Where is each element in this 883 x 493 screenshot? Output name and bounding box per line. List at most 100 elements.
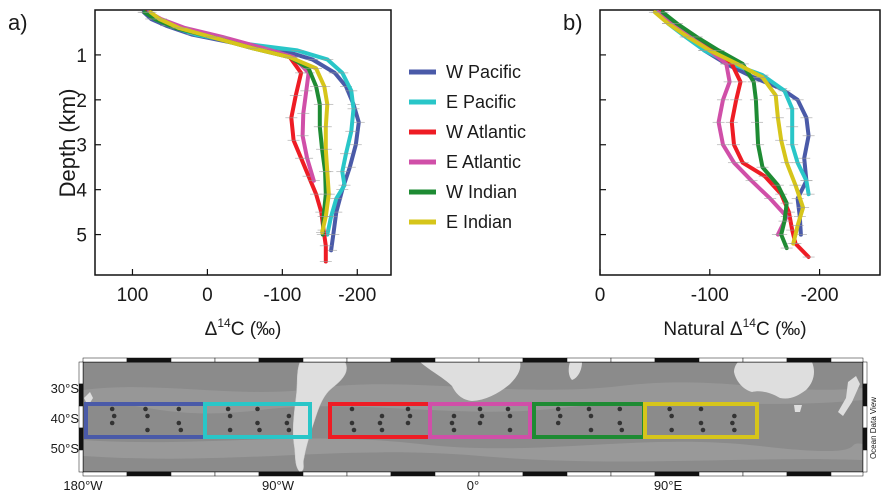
panel-b-xlabel: Natural Δ14C (‰) xyxy=(663,316,806,340)
map-border-top xyxy=(478,357,524,363)
legend-label: E Indian xyxy=(446,212,512,232)
map-lat-label: 40°S xyxy=(51,411,80,426)
map-border-top xyxy=(258,357,304,363)
map-border-bottom xyxy=(126,471,172,477)
station-dot xyxy=(586,406,592,412)
panel-a-xlabel-delta: Δ xyxy=(205,319,218,340)
station-dot xyxy=(617,406,623,412)
map-border-bottom xyxy=(698,471,744,477)
panel-a-axes xyxy=(94,9,392,276)
map-border-right xyxy=(862,361,868,385)
map-border-bottom xyxy=(82,471,128,477)
station-dot xyxy=(505,406,511,412)
panel-a-series xyxy=(137,10,365,264)
map-border-top xyxy=(390,357,436,363)
panel-a-series-e-atlantic xyxy=(147,10,316,183)
map-border-bottom xyxy=(522,471,568,477)
map-border-top xyxy=(698,357,744,363)
panel-a-xlabel-rest: C (‰) xyxy=(231,319,282,340)
station-dot xyxy=(379,427,385,433)
panel-a-xtick-label: 0 xyxy=(202,285,213,306)
map-border-left xyxy=(78,449,84,473)
map-madagascar xyxy=(568,362,582,380)
panel-b-series xyxy=(648,10,815,259)
panel-a-xtick-label: 100 xyxy=(117,285,149,306)
station-dot xyxy=(477,406,483,412)
map: 30°S 40°S 50°S 180°W 90°W 0° 90°E Ocean Data V… xyxy=(51,357,878,493)
panel-b-series-e-atlantic xyxy=(656,10,789,237)
station-dot xyxy=(405,420,411,426)
station-dot xyxy=(619,427,625,433)
station-dot xyxy=(700,427,706,433)
station-dot xyxy=(227,427,233,433)
legend-label: W Atlantic xyxy=(446,122,526,142)
map-border-bottom xyxy=(302,471,348,477)
station-dot xyxy=(143,406,148,412)
station-dot xyxy=(227,413,233,419)
map-border-top xyxy=(522,357,568,363)
station-dot xyxy=(669,413,674,419)
panel-a-ytick-label: 3 xyxy=(76,136,87,157)
map-border-left xyxy=(78,383,84,407)
legend-label: E Atlantic xyxy=(446,152,521,172)
legend: W Pacific E Pacific W Atlantic E Atlantic W … xyxy=(409,62,526,232)
map-lon-label: 90°W xyxy=(262,478,295,493)
map-border-top xyxy=(610,357,656,363)
map-border-bottom xyxy=(170,471,216,477)
station-dot xyxy=(377,420,383,426)
panel-a-xtick-label: -100 xyxy=(263,285,301,306)
map-region-e-pacific xyxy=(203,402,312,439)
station-dot xyxy=(477,420,483,426)
map-border-bottom xyxy=(390,471,436,477)
map-border-top xyxy=(566,357,612,363)
map-border-top xyxy=(654,357,700,363)
panel-b-ticks: 0 -100 -200 xyxy=(595,54,839,306)
legend-label: W Indian xyxy=(446,182,517,202)
map-region-e-atlantic xyxy=(428,402,532,439)
station-dot xyxy=(379,413,385,419)
station-dot xyxy=(176,406,182,412)
map-border-top xyxy=(742,357,788,363)
panel-b-series-e-pacific xyxy=(655,10,811,197)
map-border-top xyxy=(346,357,392,363)
station-dot xyxy=(286,413,292,419)
station-dot xyxy=(286,427,292,433)
map-region-e-indian xyxy=(643,402,759,439)
map-border xyxy=(78,357,868,477)
station-dot xyxy=(257,427,262,433)
station-dot xyxy=(698,406,704,412)
map-border-left xyxy=(78,405,84,429)
panel-b-xtick-label: 0 xyxy=(595,285,606,306)
panel-b-xlabel-sup: 14 xyxy=(743,316,757,330)
map-border-bottom xyxy=(830,471,864,477)
station-dot xyxy=(555,420,561,426)
station-dot xyxy=(109,406,115,412)
station-dot xyxy=(349,406,355,412)
panel-a-ytick-label: 1 xyxy=(76,46,87,67)
legend-label: W Pacific xyxy=(446,62,521,82)
station-dot xyxy=(405,406,411,412)
map-lat-label: 30°S xyxy=(51,381,80,396)
station-dot xyxy=(451,427,457,433)
map-watermark: Ocean Data View xyxy=(869,397,878,459)
station-dot xyxy=(730,420,735,426)
map-lon-label: 90°E xyxy=(654,478,683,493)
map-labels: 30°S 40°S 50°S 180°W 90°W 0° 90°E xyxy=(51,381,683,493)
panel-a-ticks: 100 0 -100 -200 1 2 3 4 5 xyxy=(76,46,376,306)
map-ridge-band-south xyxy=(83,438,863,462)
panel-a-ytick-label: 5 xyxy=(76,226,87,247)
station-dot xyxy=(732,413,737,419)
map-border-bottom xyxy=(346,471,392,477)
map-border-top xyxy=(126,357,172,363)
map-border-right xyxy=(862,405,868,429)
map-border-top xyxy=(214,357,260,363)
station-dot xyxy=(178,427,184,433)
panel-b-xtick-label: -200 xyxy=(801,285,839,306)
panel-a-xtick-label: -200 xyxy=(338,285,376,306)
station-dot xyxy=(449,420,455,426)
panel-b-frame xyxy=(599,9,881,276)
map-regions xyxy=(84,402,759,439)
panel-b-xlabel-prefix: Natural Δ xyxy=(663,319,743,340)
panel-a-xlabel: Δ14C (‰) xyxy=(205,316,282,340)
